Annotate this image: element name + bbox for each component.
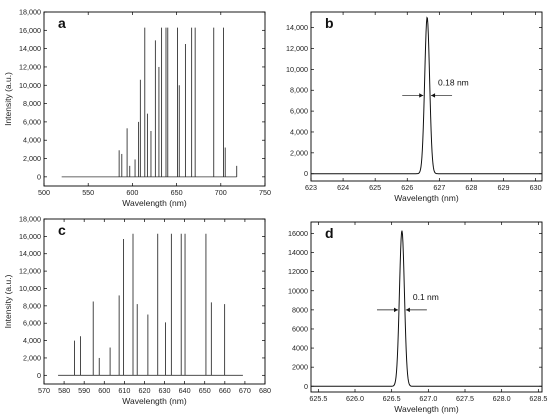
x-tick-label: 570 [38, 386, 50, 395]
y-tick-label: 16000 [288, 229, 308, 238]
x-tick-label: 620 [138, 386, 150, 395]
x-tick-label: 670 [239, 386, 251, 395]
fwhm-arrowhead-right [405, 307, 410, 313]
y-tick-label: 4,000 [23, 136, 41, 145]
panel-b: 623 624 625 626 627 628 629 630 0 2,000 4,000 6,000… [286, 11, 543, 203]
y-tick-label: 0 [304, 382, 308, 391]
y-tick-label: 0 [37, 172, 41, 181]
panel-letter: d [325, 225, 334, 241]
x-tick-label: 627.5 [456, 394, 474, 403]
panel-d: 625.5 626.0 626.5 627.0 627.5 628.0 628.5 0 2000… [288, 221, 547, 414]
y-tick-label: 4000 [292, 344, 308, 353]
y-tick-label: 8,000 [23, 301, 41, 310]
y-tick-label: 10,000 [19, 81, 41, 90]
fwhm-arrowhead-right [431, 93, 436, 98]
y-tick-label: 4,000 [23, 336, 41, 345]
y-tick-label: 14,000 [19, 249, 41, 258]
x-tick-label: 650 [199, 386, 211, 395]
panel-letter: b [325, 15, 334, 31]
line-profile [311, 16, 542, 175]
y-tick-label: 10,000 [286, 65, 308, 74]
x-tick-label: 628 [465, 183, 477, 192]
x-tick-label: 580 [58, 386, 70, 395]
plot-frame [310, 11, 543, 182]
plot-frame [43, 218, 266, 385]
panel-letter: a [58, 15, 66, 31]
plot-frame [43, 11, 266, 187]
y-tick-label: 2000 [292, 363, 308, 372]
fwhm-arrowhead-left [419, 93, 424, 98]
y-tick-label: 2,000 [290, 148, 308, 157]
panel-c: 570 580 590 600 610 620 630 640 650 660 670 680 0 2,0… [3, 215, 271, 407]
y-tick-label: 6,000 [23, 117, 41, 126]
x-tick-label: 700 [215, 188, 227, 197]
fwhm-label: 0.18 nm [438, 77, 469, 87]
y-tick-label: 6,000 [23, 319, 41, 328]
y-tick-label: 12,000 [286, 44, 308, 53]
y-tick-label: 4,000 [290, 127, 308, 136]
x-tick-label: 610 [118, 386, 130, 395]
x-tick-label: 660 [219, 386, 231, 395]
y-tick-label: 12,000 [19, 267, 41, 276]
x-tick-label: 625.5 [309, 394, 327, 403]
x-tick-label: 640 [179, 386, 191, 395]
y-tick-label: 12000 [288, 267, 308, 276]
y-tick-label: 16,000 [19, 26, 41, 35]
fwhm-label: 0.1 nm [413, 292, 439, 302]
x-axis-title: Wavelength (nm) [122, 396, 187, 406]
x-tick-label: 650 [171, 188, 183, 197]
x-tick-label: 630 [530, 183, 542, 192]
x-tick-label: 600 [126, 188, 138, 197]
x-axis-title: Wavelength (nm) [122, 198, 187, 208]
x-tick-label: 624 [337, 183, 349, 192]
y-tick-label: 6,000 [290, 107, 308, 116]
y-tick-label: 14,000 [286, 23, 308, 32]
x-tick-label: 680 [259, 386, 271, 395]
x-axis-title: Wavelength (nm) [394, 193, 459, 203]
x-tick-label: 500 [38, 188, 50, 197]
panel-a: 500 550 600 650 700 750 0 2,000 4,000 6,000 8,000 1… [3, 8, 271, 209]
x-tick-label: 628.0 [493, 394, 511, 403]
x-tick-label: 630 [159, 386, 171, 395]
x-tick-label: 628.5 [529, 394, 547, 403]
y-axis-title: Intensity (a.u.) [3, 72, 13, 126]
y-tick-label: 6000 [292, 324, 308, 333]
y-tick-label: 8000 [292, 305, 308, 314]
x-tick-label: 600 [98, 386, 110, 395]
y-tick-label: 8,000 [290, 86, 308, 95]
y-tick-label: 16,000 [19, 232, 41, 241]
x-tick-label: 626.0 [346, 394, 364, 403]
y-tick-label: 14,000 [19, 44, 41, 53]
fwhm-arrowhead-left [393, 307, 398, 313]
y-tick-label: 10,000 [19, 284, 41, 293]
y-tick-label: 0 [304, 169, 308, 178]
plot-frame [310, 221, 543, 393]
y-tick-label: 8,000 [23, 99, 41, 108]
y-tick-label: 2,000 [23, 353, 41, 362]
y-tick-label: 10000 [288, 286, 308, 295]
y-tick-label: 18,000 [19, 215, 41, 224]
x-tick-label: 623 [305, 183, 317, 192]
x-tick-label: 550 [82, 188, 94, 197]
panel-letter: c [58, 222, 66, 238]
x-tick-label: 626.5 [383, 394, 401, 403]
y-tick-label: 18,000 [19, 8, 41, 17]
x-tick-label: 590 [78, 386, 90, 395]
line-profile [311, 230, 542, 387]
y-tick-label: 12,000 [19, 62, 41, 71]
x-tick-label: 629 [498, 183, 510, 192]
x-tick-label: 750 [259, 188, 271, 197]
y-tick-label: 0 [37, 371, 41, 380]
y-tick-label: 14000 [288, 248, 308, 257]
x-axis-title: Wavelength (nm) [394, 404, 459, 414]
y-tick-label: 2,000 [23, 154, 41, 163]
x-tick-label: 627.0 [419, 394, 437, 403]
x-tick-label: 626 [401, 183, 413, 192]
x-tick-label: 627 [433, 183, 445, 192]
y-axis-title: Intensity (a.u.) [3, 274, 13, 328]
x-tick-label: 625 [369, 183, 381, 192]
